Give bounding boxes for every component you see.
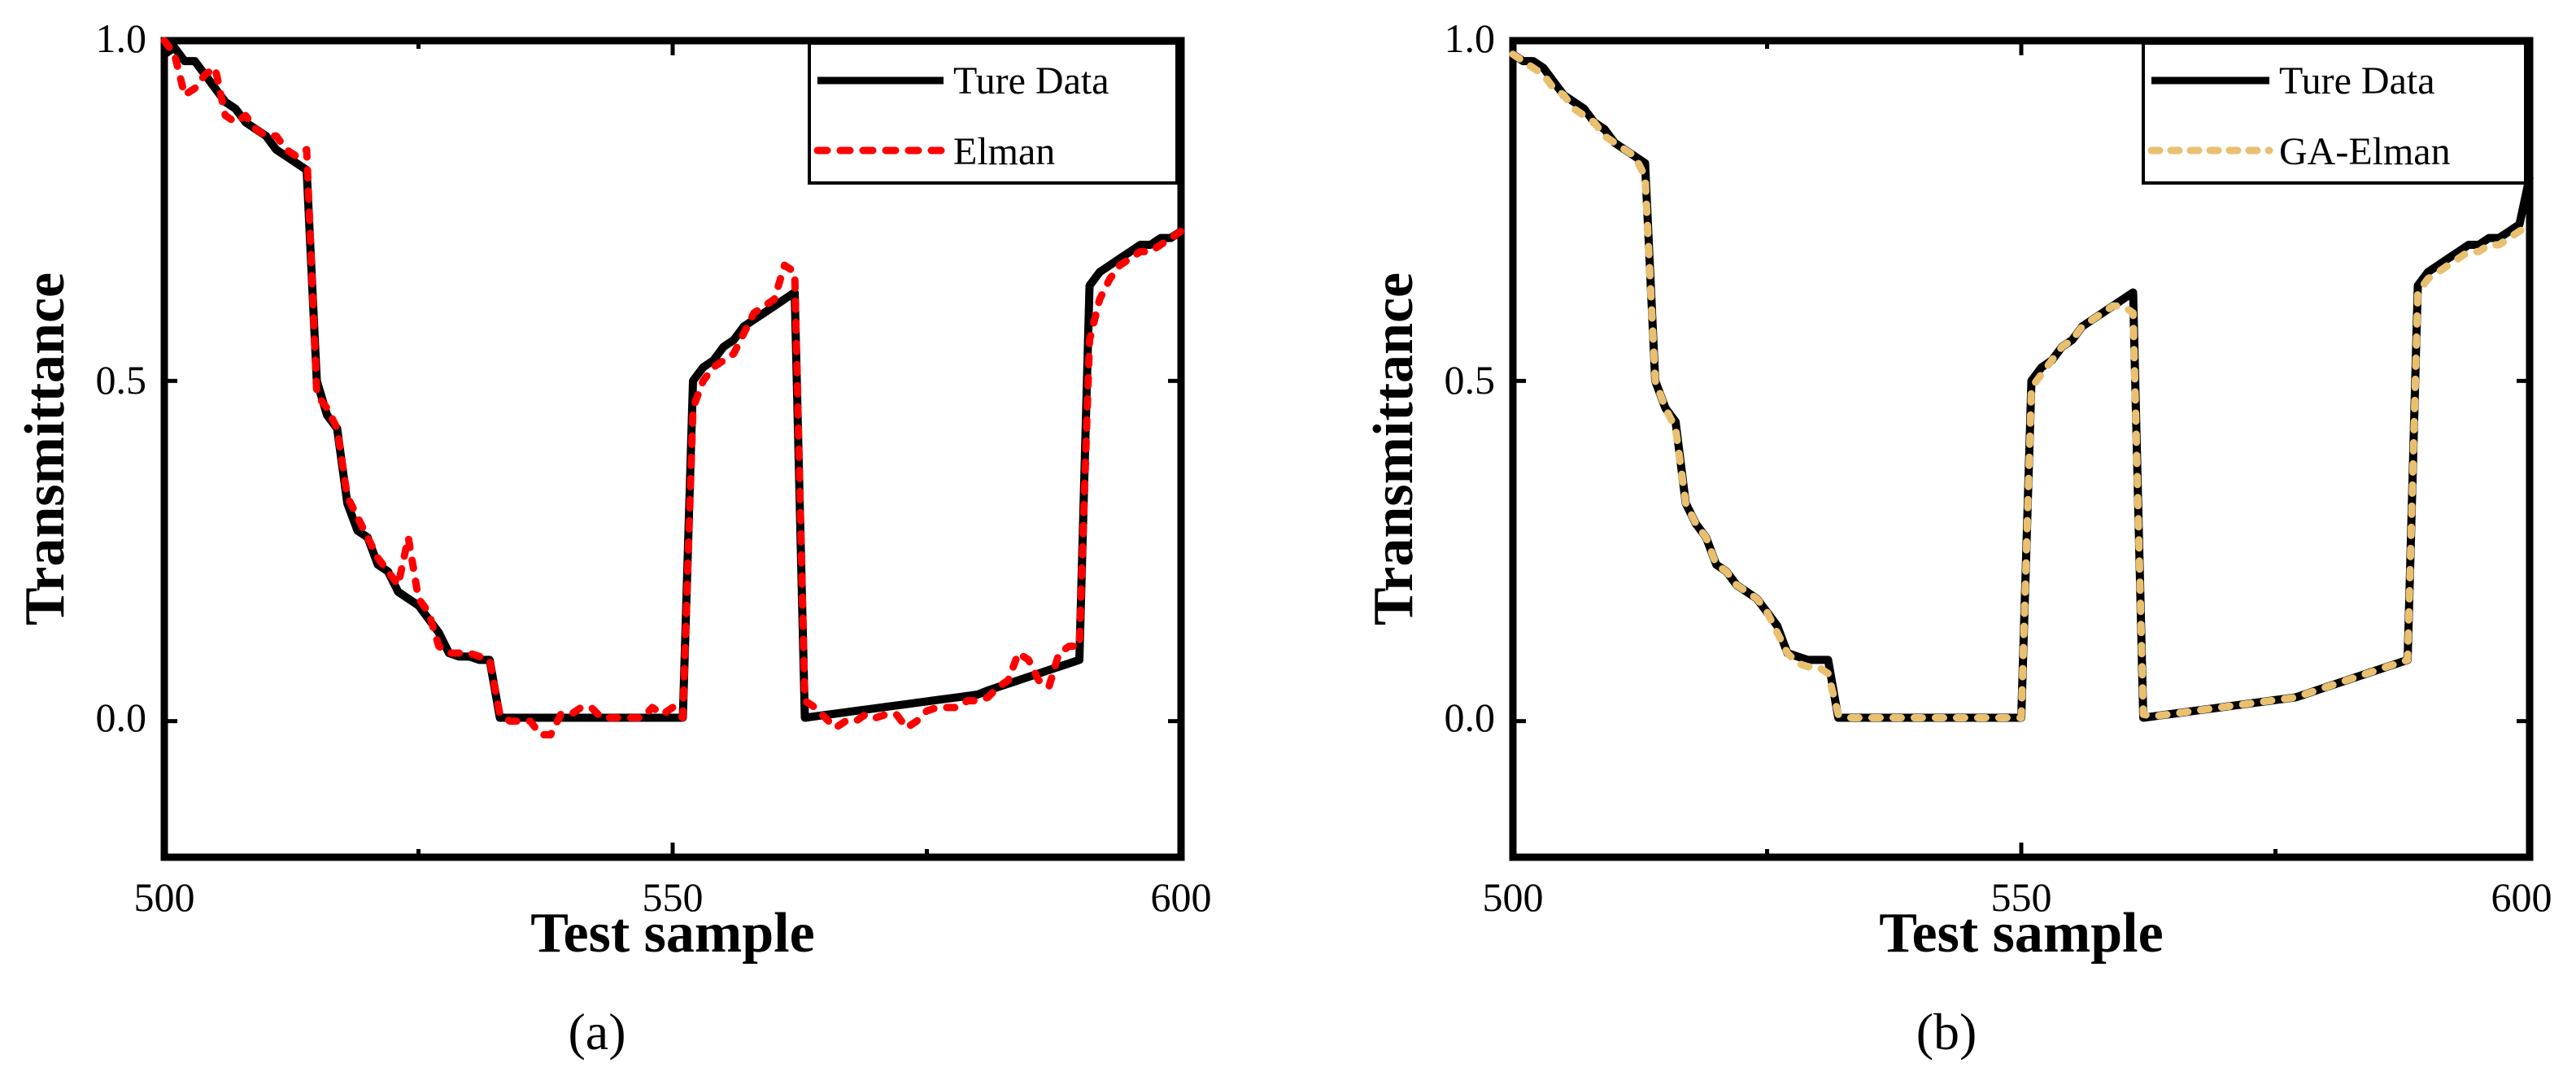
y-tick-label: 0.5 — [1445, 357, 1496, 403]
y-axis-title: Transmittance — [14, 272, 76, 625]
panel-label-a: (a) — [568, 1003, 625, 1061]
panel-b: 1.0 0.5 0.0 500 550 600 Test sample Tran… — [1362, 15, 2552, 1061]
legend-box — [2142, 41, 2527, 185]
x-tick-label: 600 — [2491, 874, 2552, 920]
x-tick-label: 500 — [134, 874, 195, 920]
curves-a — [160, 37, 1185, 857]
x-tick-label: 600 — [1151, 874, 1212, 920]
x-tick-label: 550 — [1991, 874, 2052, 920]
y-tick-label: 1.0 — [1445, 15, 1496, 61]
curves-b — [1509, 38, 2534, 857]
x-axis-title: Test sample — [1879, 902, 2163, 965]
panel-a: 1.0 0.5 0.0 500 550 600 Test sample Tran… — [14, 15, 1212, 1061]
x-tick-label: 550 — [643, 874, 704, 920]
y-tick-label: 0.0 — [1445, 695, 1496, 740]
legend-label-ga-elman: GA-Elman — [2279, 130, 2451, 173]
legend-label-true-data: Ture Data — [953, 59, 1109, 102]
panel-label-b: (b) — [1916, 1003, 1977, 1061]
legend-a: Ture Data Elman — [808, 41, 1179, 185]
x-axis-title: Test sample — [530, 902, 814, 965]
legend-b: Ture Data GA-Elman — [2142, 41, 2527, 185]
legend-box — [808, 41, 1179, 185]
legend-label-elman: Elman — [953, 130, 1055, 173]
y-tick-label: 1.0 — [96, 15, 147, 61]
y-tick-label: 0.5 — [96, 357, 147, 403]
y-axis-title: Transmittance — [1362, 272, 1425, 625]
legend-label-true-data: Ture Data — [2279, 59, 2435, 102]
y-tick-label: 0.0 — [96, 695, 147, 740]
x-tick-label: 500 — [1483, 874, 1544, 920]
series-line-elman — [160, 37, 1185, 738]
series-line-ga-elman — [1509, 50, 2534, 721]
